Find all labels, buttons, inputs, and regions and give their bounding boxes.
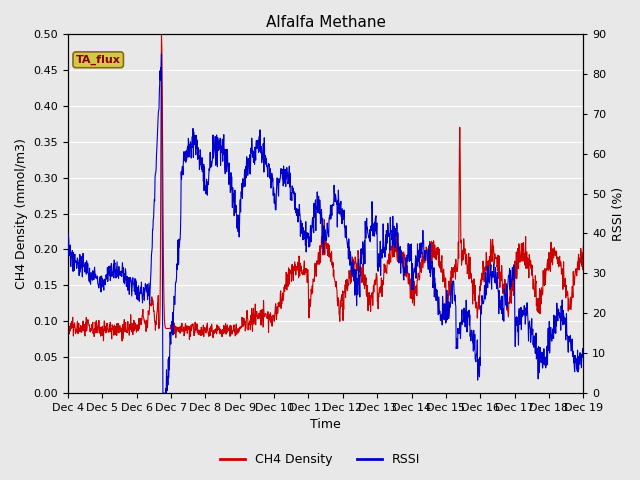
Title: Alfalfa Methane: Alfalfa Methane xyxy=(266,15,386,30)
Y-axis label: CH4 Density (mmol/m3): CH4 Density (mmol/m3) xyxy=(15,138,28,289)
Text: TA_flux: TA_flux xyxy=(76,55,120,65)
Legend: CH4 Density, RSSI: CH4 Density, RSSI xyxy=(214,448,426,471)
Y-axis label: RSSI (%): RSSI (%) xyxy=(612,186,625,240)
X-axis label: Time: Time xyxy=(310,419,341,432)
